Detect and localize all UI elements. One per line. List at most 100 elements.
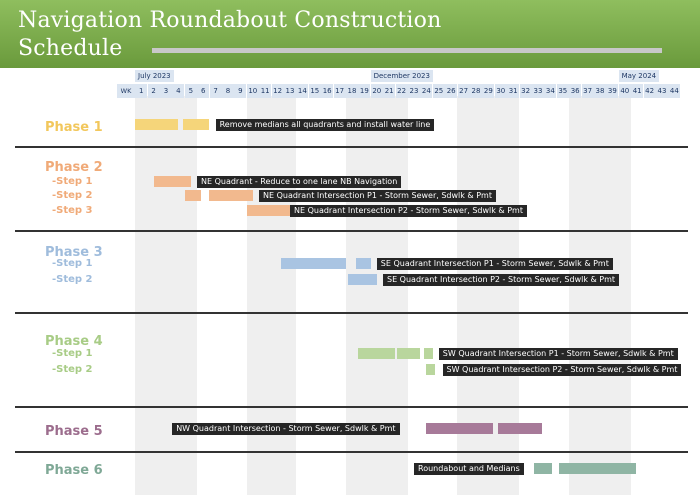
task-label: Roundabout and Medians <box>414 463 524 475</box>
week-number: 14 <box>296 84 309 98</box>
task-bar <box>153 176 191 187</box>
task-bar <box>183 119 210 130</box>
task-bar <box>358 348 396 359</box>
week-number: 1 <box>135 84 148 98</box>
title-line-2: Schedule <box>18 36 123 61</box>
step-label: -Step 1 <box>52 258 93 269</box>
week-number: 33 <box>532 84 544 98</box>
task-bar <box>396 348 421 359</box>
phase-divider <box>15 146 688 148</box>
week-number: 12 <box>271 84 284 98</box>
week-number: 26 <box>445 84 458 98</box>
step-label: -Step 1 <box>52 348 93 359</box>
week-number: 31 <box>507 84 520 98</box>
phase-title: Phase 6 <box>45 463 103 478</box>
week-number: 22 <box>395 84 408 98</box>
week-number: 20 <box>370 84 383 98</box>
week-number: 16 <box>321 84 334 98</box>
phase-divider <box>15 406 688 408</box>
week-number: 2 <box>147 84 160 98</box>
week-number: 7 <box>209 84 222 98</box>
phase-divider <box>15 451 688 453</box>
step-label: -Step 3 <box>52 205 93 216</box>
week-number: 18 <box>346 84 358 98</box>
week-number: 37 <box>581 84 594 98</box>
task-bar <box>281 258 346 269</box>
week-number: 8 <box>222 84 234 98</box>
month-label: July 2023 <box>135 70 174 82</box>
week-number: 36 <box>569 84 582 98</box>
step-label: -Step 2 <box>52 274 93 285</box>
week-number: 5 <box>184 84 197 98</box>
task-label: SW Quadrant Intersection P1 - Storm Sewe… <box>438 348 678 360</box>
week-number: 23 <box>408 84 420 98</box>
task-bar <box>559 463 636 474</box>
title-line-1: Navigation Roundabout Construction <box>18 8 442 33</box>
page-title: Navigation Roundabout Construction Sched… <box>18 7 441 63</box>
week-number: 21 <box>383 84 396 98</box>
week-number: 42 <box>643 84 656 98</box>
phase-title: Phase 3 <box>45 245 103 260</box>
week-number: 17 <box>333 84 346 98</box>
task-bar <box>534 463 552 474</box>
week-header-label: WK <box>117 84 135 98</box>
phase-divider <box>15 230 688 232</box>
week-number: 6 <box>197 84 210 98</box>
task-label: NE Quadrant Intersection P1 - Storm Sewe… <box>259 190 496 202</box>
week-number: 40 <box>618 84 631 98</box>
week-number: 3 <box>160 84 172 98</box>
week-number: 15 <box>308 84 321 98</box>
task-label: SE Quadrant Intersection P2 - Storm Sewe… <box>383 274 620 286</box>
task-label: Remove medians all quadrants and install… <box>215 119 435 131</box>
week-number: 30 <box>494 84 507 98</box>
week-number: 9 <box>234 84 247 98</box>
week-number: 28 <box>470 84 482 98</box>
task-label: SE Quadrant Intersection P1 - Storm Sewe… <box>376 258 613 270</box>
task-bar <box>209 190 253 201</box>
week-number: 19 <box>358 84 371 98</box>
step-label: -Step 1 <box>52 176 93 187</box>
phase-title: Phase 2 <box>45 160 103 175</box>
phase-title: Phase 1 <box>45 120 103 135</box>
week-number: 38 <box>594 84 606 98</box>
week-number: 39 <box>606 84 619 98</box>
task-bar <box>498 423 542 434</box>
week-number: 13 <box>284 84 296 98</box>
week-number: 24 <box>420 84 433 98</box>
week-number: 41 <box>631 84 644 98</box>
task-bar <box>135 119 179 130</box>
shaded-column <box>246 96 297 495</box>
phase-title: Phase 5 <box>45 424 103 439</box>
week-number: 29 <box>482 84 495 98</box>
shaded-column <box>135 96 197 495</box>
title-rule <box>152 48 662 53</box>
week-number: 35 <box>556 84 569 98</box>
week-number: 27 <box>457 84 470 98</box>
week-number: 10 <box>246 84 259 98</box>
step-label: -Step 2 <box>52 190 93 201</box>
task-label: NE Quadrant Intersection P2 - Storm Sewe… <box>290 205 527 217</box>
shaded-column <box>569 96 631 495</box>
week-number: 32 <box>519 84 532 98</box>
task-label: NW Quadrant Intersection - Storm Sewer, … <box>172 423 400 435</box>
task-label: NE Quadrant - Reduce to one lane NB Navi… <box>197 176 402 188</box>
step-label: -Step 2 <box>52 364 93 375</box>
week-number: 43 <box>656 84 668 98</box>
task-label: SW Quadrant Intersection P2 - Storm Sewe… <box>442 364 682 376</box>
phase-title: Phase 4 <box>45 334 103 349</box>
month-label: December 2023 <box>370 70 433 82</box>
month-label: May 2024 <box>618 70 660 82</box>
week-number: 34 <box>544 84 557 98</box>
task-bar <box>348 274 377 285</box>
week-number: 25 <box>432 84 445 98</box>
header-banner: Navigation Roundabout Construction Sched… <box>0 0 700 68</box>
week-number: 44 <box>668 84 681 98</box>
task-bar <box>355 258 371 269</box>
phase-divider <box>15 312 688 314</box>
task-bar <box>184 190 201 201</box>
task-bar <box>423 348 433 359</box>
shaded-column <box>345 96 408 495</box>
week-number: 11 <box>259 84 272 98</box>
task-bar <box>426 364 436 375</box>
